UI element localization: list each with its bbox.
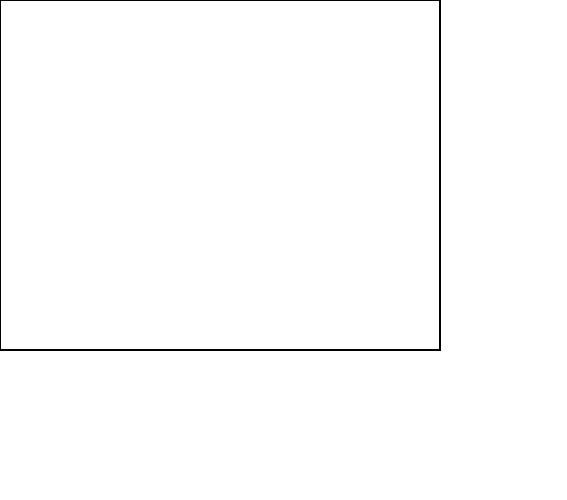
- svg-rect-0: [0, 0, 567, 500]
